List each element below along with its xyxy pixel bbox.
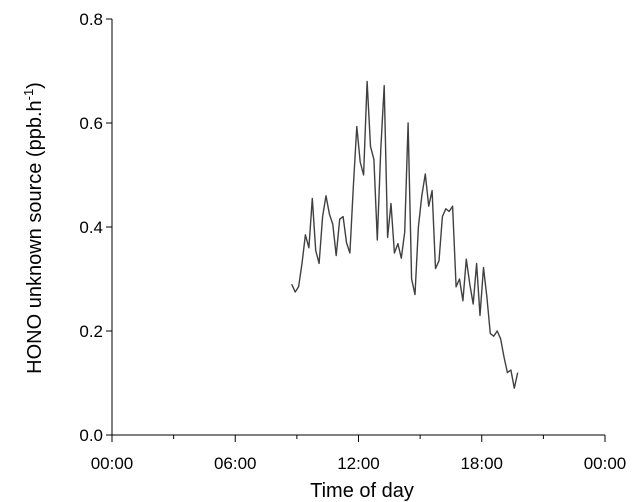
y-tick-label: 0.0 [79, 426, 103, 445]
y-axis-title: HONO unknown source (ppb.h-1) [21, 82, 46, 374]
y-axis-title-main: HONO unknown source (ppb.h [24, 100, 46, 373]
x-tick-label: 18:00 [460, 454, 503, 473]
x-tick-label: 00:00 [91, 454, 134, 473]
y-axis-title-superscript: -1 [21, 89, 36, 101]
x-tick-label: 00:00 [584, 454, 627, 473]
y-tick-label: 0.2 [79, 322, 103, 341]
y-tick-label: 0.4 [79, 218, 103, 237]
series-layer [291, 80, 519, 389]
x-tick-label: 06:00 [214, 454, 257, 473]
y-tick-label: 0.6 [79, 114, 103, 133]
x-ticks: 00:00 06:00 12:00 18:00 00:00 [91, 435, 627, 473]
x-tick-label: 12:00 [337, 454, 380, 473]
axes: 0.00.20.40.60.8 00:00 06:00 12:00 18:00 00:0… [79, 10, 626, 473]
y-ticks: 0.0 0.2 0.4 0.6 0.8 [79, 10, 112, 445]
y-axis-title-close: ) [24, 82, 46, 89]
series-line [291, 80, 519, 389]
y-tick-label: 0.8 [79, 10, 103, 29]
x-axis-title: Time of day [310, 480, 414, 502]
